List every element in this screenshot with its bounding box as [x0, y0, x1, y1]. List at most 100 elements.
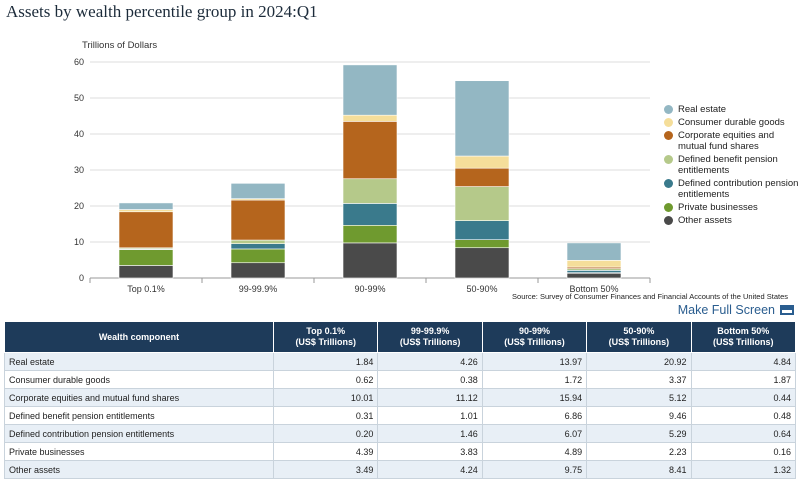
- table-header-cell[interactable]: Wealth component: [4, 321, 274, 353]
- legend-label: Corporate equities and mutual fund share…: [678, 130, 775, 152]
- y-axis-label: Trillions of Dollars: [82, 40, 157, 51]
- bar-segment: [454, 155, 510, 169]
- value-cell: 10.01: [272, 388, 379, 407]
- value-cell: 3.49: [272, 460, 379, 479]
- table-header-cell[interactable]: 99-99.9% (US$ Trillions): [377, 321, 483, 353]
- page-title: Assets by wealth percentile group in 202…: [6, 2, 318, 21]
- value-cell: 0.44: [690, 388, 797, 407]
- table-row: Other assets 3.49 4.24 9.75 8.41 1.32: [4, 460, 797, 479]
- legend-item[interactable]: Consumer durable goods: [664, 117, 800, 128]
- y-tick-label: 60: [74, 57, 84, 67]
- legend-item[interactable]: Corporate equities and mutual fund share…: [664, 130, 800, 152]
- x-tick-label: 50-90%: [466, 284, 497, 294]
- row-label: Defined contribution pension entitlement…: [4, 424, 274, 443]
- value-cell: 0.38: [377, 370, 483, 389]
- bar-segment: [566, 260, 622, 268]
- bar-segment: [230, 243, 286, 250]
- legend-item[interactable]: Other assets: [664, 215, 800, 226]
- bar-segment: [118, 249, 174, 266]
- legend-item[interactable]: Defined contribution pension entitlement…: [664, 178, 800, 200]
- table-body: Real estate 1.84 4.26 13.97 20.92 4.84 Consume…: [4, 352, 797, 479]
- value-cell: 4.39: [272, 442, 379, 461]
- legend-item[interactable]: Private businesses: [664, 202, 800, 213]
- x-tick-label: 99-99.9%: [239, 284, 278, 294]
- full-screen-icon: [780, 305, 794, 315]
- make-full-screen-link[interactable]: Make Full Screen: [678, 303, 794, 317]
- bar-segment: [454, 167, 510, 187]
- value-cell: 9.46: [586, 406, 692, 425]
- value-cell: 6.07: [481, 424, 588, 443]
- value-cell: 4.89: [481, 442, 588, 461]
- bar-segment: [342, 224, 398, 244]
- y-tick-label: 30: [74, 165, 84, 175]
- value-cell: 0.64: [690, 424, 797, 443]
- value-cell: 15.94: [481, 388, 588, 407]
- value-cell: 3.37: [586, 370, 692, 389]
- value-cell: 3.83: [377, 442, 483, 461]
- table-row: Real estate 1.84 4.26 13.97 20.92 4.84: [4, 352, 797, 371]
- legend-label: Real estate: [678, 104, 727, 115]
- row-label: Consumer durable goods: [4, 370, 274, 389]
- make-full-screen-label: Make Full Screen: [677, 303, 775, 317]
- legend-label: Consumer durable goods: [678, 117, 785, 128]
- x-tick-label: 90-99%: [354, 284, 385, 294]
- value-cell: 8.41: [586, 460, 692, 479]
- legend-swatch: [664, 105, 673, 114]
- bar-segment: [342, 121, 398, 180]
- value-cell: 4.24: [377, 460, 483, 479]
- value-cell: 0.31: [272, 406, 379, 425]
- chart-legend: Real estate Consumer durable goods Corpora…: [664, 104, 800, 228]
- legend-swatch: [664, 179, 673, 188]
- bar-segment: [454, 186, 510, 221]
- value-cell: 0.20: [272, 424, 379, 443]
- value-cell: 0.48: [690, 406, 797, 425]
- value-cell: 4.26: [377, 352, 483, 371]
- legend-swatch: [664, 155, 673, 164]
- bar-segment: [566, 242, 622, 261]
- row-label: Private businesses: [4, 442, 274, 461]
- bar-segment: [454, 239, 510, 249]
- table-row: Defined benefit pension entitlements 0.31…: [4, 406, 797, 425]
- value-cell: 1.01: [377, 406, 483, 425]
- table-header-cell[interactable]: Bottom 50% (US$ Trillions): [690, 321, 797, 353]
- legend-label: Private businesses: [678, 202, 758, 213]
- table-header-cell[interactable]: Top 0.1% (US$ Trillions): [272, 321, 379, 353]
- table-header-row: Wealth component Top 0.1% (US$ Trillions)…: [4, 321, 797, 353]
- value-cell: 2.23: [586, 442, 692, 461]
- table-header-cell[interactable]: 50-90% (US$ Trillions): [586, 321, 692, 353]
- row-label: Other assets: [4, 460, 274, 479]
- legend-swatch: [664, 131, 673, 140]
- value-cell: 1.84: [272, 352, 379, 371]
- value-cell: 0.62: [272, 370, 379, 389]
- legend-label: Defined benefit pension entitlements: [678, 154, 778, 176]
- bar-segment: [342, 242, 398, 279]
- bar-segment: [454, 247, 510, 279]
- value-cell: 1.32: [690, 460, 797, 479]
- value-cell: 5.12: [586, 388, 692, 407]
- bar-segment: [230, 183, 286, 199]
- row-label: Real estate: [4, 352, 274, 371]
- legend-swatch: [664, 216, 673, 225]
- bar-segment: [118, 265, 174, 279]
- value-cell: 4.84: [690, 352, 797, 371]
- table-header-cell[interactable]: 90-99% (US$ Trillions): [481, 321, 588, 353]
- table-row: Consumer durable goods 0.62 0.38 1.72 3.37 1.…: [4, 370, 797, 389]
- table-row: Defined contribution pension entitlement…: [4, 424, 797, 443]
- value-cell: 20.92: [586, 352, 692, 371]
- bar-segment: [454, 220, 510, 240]
- y-tick-label: 40: [74, 129, 84, 139]
- bar-segment: [566, 272, 622, 279]
- wealth-table: Wealth component Top 0.1% (US$ Trillions)…: [4, 321, 797, 479]
- table-row: Private businesses 4.39 3.83 4.89 2.23 0.16: [4, 442, 797, 461]
- x-tick-label: Top 0.1%: [127, 284, 165, 294]
- value-cell: 11.12: [377, 388, 483, 407]
- bar-segment: [230, 248, 286, 264]
- legend-item[interactable]: Defined benefit pension entitlements: [664, 154, 800, 176]
- value-cell: 1.87: [690, 370, 797, 389]
- legend-item[interactable]: Real estate: [664, 104, 800, 115]
- bar-segment: [230, 239, 286, 244]
- row-label: Corporate equities and mutual fund share…: [4, 388, 274, 407]
- row-label: Defined benefit pension entitlements: [4, 406, 274, 425]
- value-cell: 6.86: [481, 406, 588, 425]
- value-cell: 1.72: [481, 370, 588, 389]
